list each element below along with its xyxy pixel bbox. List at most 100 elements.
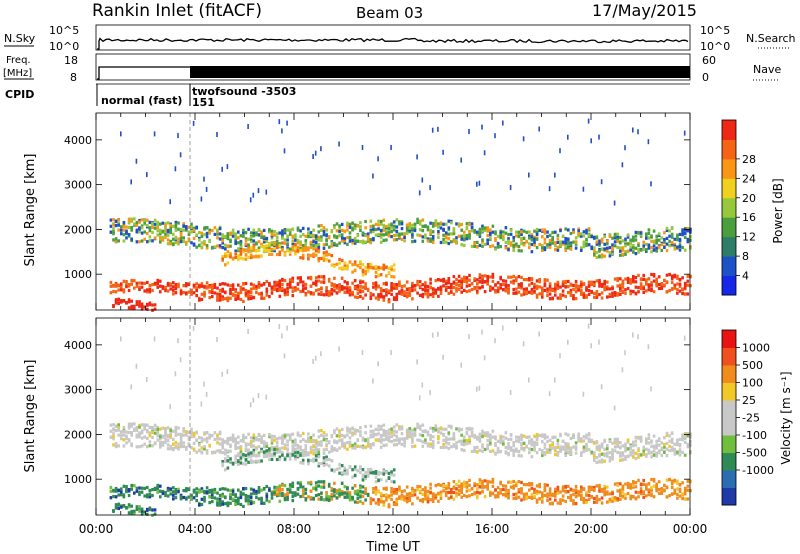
power-cell: [678, 248, 682, 252]
power-cell: [478, 276, 482, 280]
velocity-cell: [309, 496, 313, 500]
power-cell: [249, 246, 253, 250]
velocity-cell: [476, 445, 479, 449]
power-cell: [182, 228, 185, 232]
power-cell: [356, 264, 360, 268]
power-cell: [335, 291, 339, 295]
power-cell: [670, 232, 674, 236]
velocity-cell-sparse: [429, 390, 431, 396]
velocity-cell-sparse: [559, 353, 561, 359]
velocity-cell-sparse: [252, 397, 255, 403]
power-cell: [587, 233, 591, 238]
velocity-cell: [395, 438, 399, 442]
velocity-cell: [353, 474, 357, 478]
power-cell: [660, 286, 664, 290]
power-cell: [174, 222, 178, 227]
power-cell: [330, 287, 334, 292]
velocity-cell: [140, 444, 144, 448]
velocity-cell: [325, 463, 328, 467]
power-cell: [314, 249, 318, 253]
power-cell: [494, 237, 497, 241]
power-cell: [301, 249, 305, 253]
velocity-cell: [502, 442, 505, 446]
power-cell: [645, 242, 648, 246]
velocity-cell: [486, 482, 489, 486]
power-cell: [301, 246, 305, 251]
velocity-cell: [270, 448, 274, 452]
velocity-cell: [499, 488, 502, 492]
power-cell-sparse: [177, 133, 179, 139]
velocity-cell: [257, 453, 261, 458]
velocity-cell: [338, 462, 341, 466]
power-cell: [491, 275, 495, 279]
velocity-cell: [385, 429, 388, 434]
velocity-cell: [522, 441, 526, 445]
power-cell: [673, 237, 677, 241]
power-cell: [288, 232, 292, 236]
power-cell: [114, 224, 118, 228]
velocity-cell: [335, 427, 339, 431]
velocity-cell: [314, 481, 318, 485]
power-cell: [283, 252, 287, 256]
velocity-cell: [130, 431, 133, 435]
freq-label-2: [MHz]: [3, 68, 32, 79]
power-cell: [403, 293, 406, 297]
power-cell: [242, 282, 245, 286]
power-cell: [317, 288, 321, 292]
power-cell: [359, 294, 362, 299]
velocity-cell: [260, 496, 263, 500]
power-cell: [307, 231, 310, 235]
power-cell: [320, 290, 323, 295]
velocity-cell: [221, 494, 224, 498]
power-cell: [112, 283, 115, 287]
velocity-cell: [437, 437, 440, 441]
velocity-cell: [533, 445, 536, 449]
velocity-cell: [231, 492, 235, 496]
velocity-cell: [546, 435, 549, 439]
velocity-cell: [470, 449, 474, 453]
power-cell: [561, 280, 565, 284]
power-cell: [546, 290, 549, 294]
power-cell: [205, 244, 209, 248]
power-cell: [486, 242, 489, 246]
velocity-cell: [161, 434, 165, 438]
power-cell: [567, 290, 570, 295]
power-cell: [561, 284, 565, 288]
power-cell: [140, 302, 144, 306]
power-cell: [161, 235, 165, 240]
velocity-cell: [590, 450, 593, 454]
power-cell: [255, 290, 258, 295]
power-cell: [624, 240, 627, 244]
velocity-cell: [491, 477, 495, 481]
power-cell: [392, 275, 396, 279]
power-cell: [429, 281, 432, 285]
velocity-cell: [392, 425, 396, 429]
power-cell: [294, 243, 297, 247]
velocity-cell: [515, 439, 518, 443]
velocity-cell: [182, 495, 185, 500]
power-cell: [374, 266, 378, 270]
power-cell: [543, 237, 547, 241]
velocity-cell: [146, 423, 149, 427]
velocity-cell: [585, 493, 588, 497]
velocity-cell: [502, 484, 505, 488]
power-cell: [512, 281, 515, 285]
power-cell: [460, 222, 463, 227]
velocity-cell: [385, 495, 388, 499]
power-cell: [421, 295, 425, 299]
velocity-cell: [239, 492, 243, 496]
velocity-cell: [148, 489, 152, 493]
velocity-cell: [208, 501, 211, 505]
velocity-cell: [580, 437, 583, 441]
velocity-cell: [374, 487, 378, 491]
velocity-cell: [450, 426, 453, 430]
velocity-cell: [239, 447, 243, 451]
power-cell: [262, 235, 266, 239]
power-cell: [299, 278, 302, 282]
velocity-cell: [346, 447, 349, 451]
power-cell: [156, 229, 159, 233]
power-cell: [681, 231, 684, 235]
power-cell: [595, 279, 599, 283]
power-cell: [278, 231, 282, 235]
power-cell: [218, 282, 222, 286]
